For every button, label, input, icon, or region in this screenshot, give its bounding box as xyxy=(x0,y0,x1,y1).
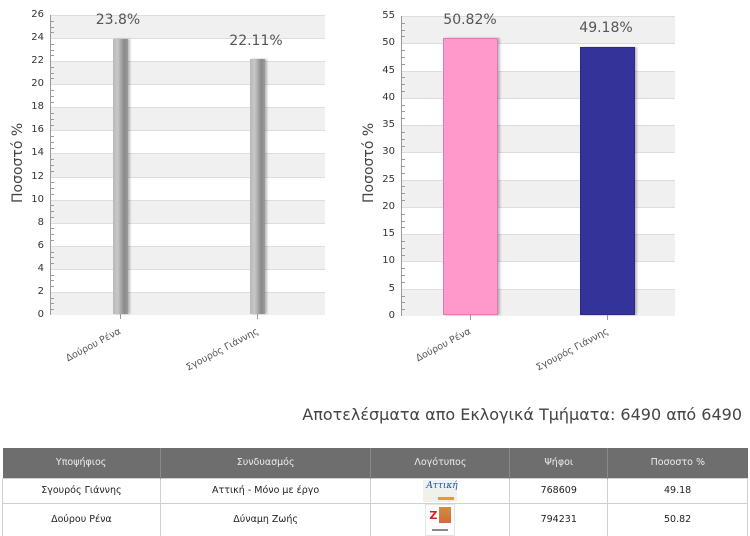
x-tick xyxy=(470,315,471,320)
right-percentage-chart: Ποσοστό % 0 5 10 15 20 25 30 35 40 45 50 55 50.82% … xyxy=(340,0,690,390)
y-tick-label: 0 xyxy=(388,310,395,321)
y-tick-label: 5 xyxy=(388,282,395,294)
results-title: Αποτελέσματα απο Εκλογικά Τμήματα: 6490 … xyxy=(302,405,742,424)
gridline xyxy=(51,38,325,40)
gridline xyxy=(402,97,675,99)
left-plot-area xyxy=(50,15,325,319)
left-x-label-dourou: Δούρου Ρένα xyxy=(64,326,124,365)
y-tick-label: 0 xyxy=(37,309,44,320)
y-tick-label: 22 xyxy=(31,55,44,67)
bar-sgouros-right xyxy=(580,46,635,315)
y-tick-label: 16 xyxy=(31,124,44,136)
left-x-label-sgouros: Σγουρός Γιάννης xyxy=(184,326,261,374)
y-tick-label: 20 xyxy=(31,78,44,90)
right-x-label-sgouros: Σγουρός Γιάννης xyxy=(534,326,611,374)
gridline xyxy=(51,268,325,270)
y-tick-label: 24 xyxy=(31,32,44,44)
y-tick-label: 12 xyxy=(31,170,44,182)
y-tick-label: 25 xyxy=(382,173,395,185)
col-header-party[interactable]: Συνδυασμός xyxy=(160,448,372,478)
gridline xyxy=(51,222,325,224)
bar-dourou-right xyxy=(443,37,498,315)
bar-dourou-left xyxy=(113,39,128,314)
gridline xyxy=(402,206,675,208)
gridline xyxy=(402,43,675,45)
table-header-row: Υποψήφιος Συνδυασμός Λογότυπος Ψήφοι Ποσ… xyxy=(2,448,748,478)
y-tick-label: 8 xyxy=(37,216,44,228)
gridline xyxy=(51,130,325,132)
left-percentage-chart: Ποσοστό % 0 2 4 6 8 10 12 14 16 18 20 22 24 26 23.8% … xyxy=(0,0,340,385)
grid-band xyxy=(51,291,325,315)
y-tick-label: 15 xyxy=(382,228,395,240)
right-x-label-dourou: Δούρου Ρένα xyxy=(414,326,474,365)
col-header-candidate[interactable]: Υποψήφιος xyxy=(2,448,161,478)
y-tick-label: 26 xyxy=(31,9,44,20)
table-row: Σγουρός Γιάννης Αττική - Μόνο με έργο Ατ… xyxy=(2,477,748,504)
bar-sgouros-left xyxy=(250,58,265,314)
gridline xyxy=(51,84,325,86)
y-tick-label: 35 xyxy=(382,119,395,131)
cell-candidate: Δούρου Ρένα xyxy=(2,502,161,536)
grid-band xyxy=(51,15,325,39)
col-header-percent[interactable]: Ποσοστο % xyxy=(607,448,748,478)
cell-votes: 794231 xyxy=(509,502,609,536)
y-tick-label: 2 xyxy=(37,285,44,297)
y-tick-label: 14 xyxy=(31,147,44,159)
gridline xyxy=(402,152,675,154)
col-header-logo[interactable]: Λογότυπος xyxy=(370,448,511,478)
grid-band xyxy=(51,245,325,269)
col-header-votes[interactable]: Ψήφοι xyxy=(509,448,609,478)
y-tick-label: 45 xyxy=(382,64,395,76)
cell-percent: 49.18 xyxy=(607,477,748,504)
right-bar1-value-label: 50.82% xyxy=(443,12,497,28)
right-plot-area xyxy=(401,16,675,320)
right-bar2-value-label: 49.18% xyxy=(579,20,633,36)
cell-logo: Z xyxy=(370,502,511,536)
grid-band xyxy=(51,153,325,177)
left-bar1-value-label: 23.8% xyxy=(95,12,141,28)
cell-candidate: Σγουρός Γιάννης xyxy=(2,477,161,504)
results-table: Υποψήφιος Συνδυασμός Λογότυπος Ψήφοι Ποσ… xyxy=(2,448,748,536)
x-tick xyxy=(257,314,258,319)
attiki-logo-icon: Αττική xyxy=(423,479,458,502)
gridline xyxy=(51,176,325,178)
cell-logo: Αττική xyxy=(370,477,511,504)
grid-band xyxy=(51,199,325,223)
gridline xyxy=(402,261,675,263)
y-tick-label: 55 xyxy=(382,10,395,21)
table-row: Δούρου Ρένα Δύναμη Ζωής Z 794231 50.82 xyxy=(2,502,748,536)
y-tick-label: 20 xyxy=(382,200,395,212)
y-tick-label: 10 xyxy=(382,255,395,267)
cell-party: Δύναμη Ζωής xyxy=(159,502,372,536)
y-tick-label: 18 xyxy=(31,101,44,113)
y-tick-label: 40 xyxy=(382,91,395,103)
y-tick-label: 50 xyxy=(382,37,395,49)
cell-percent: 50.82 xyxy=(607,502,748,536)
grid-band xyxy=(51,107,325,131)
left-bar2-value-label: 22.11% xyxy=(229,33,283,49)
cell-votes: 768609 xyxy=(509,477,609,504)
y-tick-label: 10 xyxy=(31,193,44,205)
x-tick xyxy=(607,315,608,320)
grid-band xyxy=(51,61,325,85)
dynami-zois-logo-icon: Z xyxy=(425,503,456,536)
y-tick-label: 4 xyxy=(37,262,44,274)
cell-party: Αττική - Μόνο με έργο xyxy=(159,477,372,504)
y-tick-label: 30 xyxy=(382,146,395,158)
right-y-axis-label: Ποσοστό % xyxy=(361,122,377,203)
x-tick xyxy=(120,314,121,319)
y-tick-label: 6 xyxy=(37,239,44,251)
